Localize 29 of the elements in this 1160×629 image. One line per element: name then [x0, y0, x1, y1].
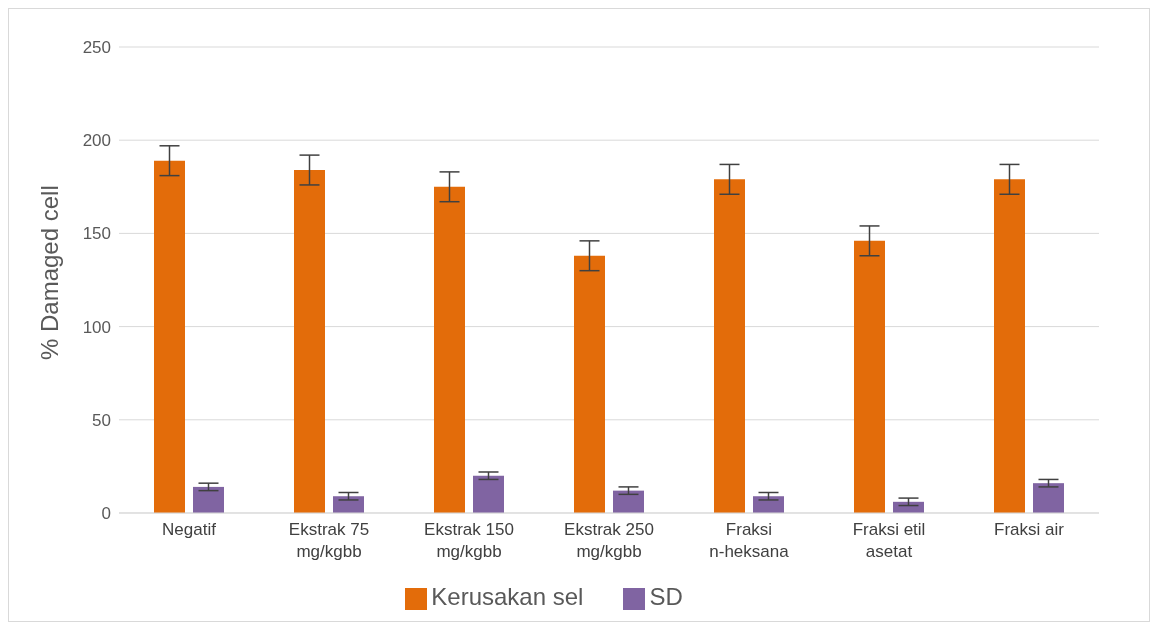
y-tick-label: 150	[82, 224, 111, 244]
y-tick-label: 250	[82, 38, 111, 58]
bar	[333, 496, 364, 513]
bar	[193, 486, 224, 513]
bar	[994, 179, 1025, 513]
x-tick-label: Negatif	[162, 520, 217, 539]
y-tick-label: 0	[101, 504, 111, 524]
y-axis-title: % Damaged cell	[35, 185, 63, 360]
bar	[1033, 483, 1064, 513]
x-tick-label: Ekstrak 150 mg/kgbb	[424, 520, 514, 561]
x-tick-label: Ekstrak 75 mg/kgbb	[288, 520, 370, 561]
y-tick-label: 50	[92, 410, 111, 430]
bar	[434, 186, 465, 513]
bar	[574, 255, 605, 513]
bar	[854, 240, 885, 513]
bar	[714, 179, 745, 513]
y-tick-label: 100	[82, 317, 111, 337]
legend-label: Kerusakan sel	[431, 583, 584, 610]
bar	[294, 170, 325, 513]
y-tick-label: 200	[82, 131, 111, 151]
bar	[613, 490, 644, 513]
x-tick-label: Fraksi etil asetat	[852, 520, 926, 561]
x-tick-label: Fraksi n-heksana	[709, 520, 790, 561]
legend-label: SD	[649, 583, 683, 610]
bar	[753, 496, 784, 513]
x-tick-label: Ekstrak 250 mg/kgbb	[564, 520, 654, 561]
x-tick-label: Fraksi air	[994, 520, 1065, 539]
bar	[154, 160, 185, 513]
bar	[473, 475, 504, 513]
